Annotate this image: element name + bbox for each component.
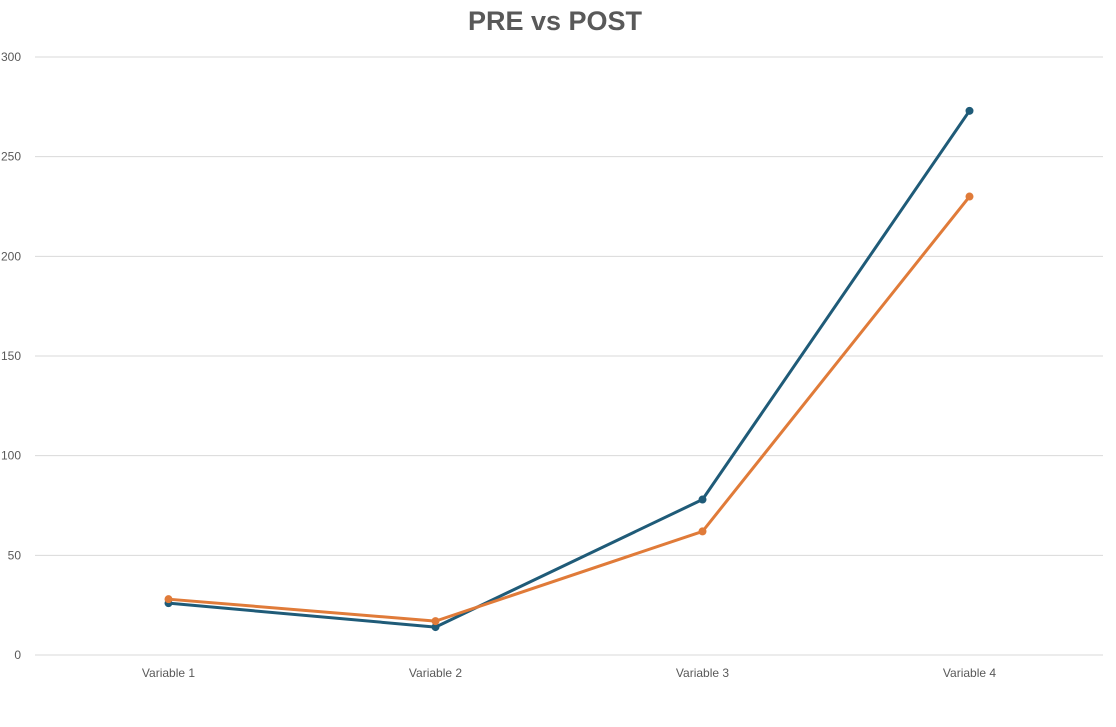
series-line (167, 109, 971, 629)
y-tick-label: 150 (1, 349, 21, 363)
y-tick-label: 200 (1, 249, 21, 263)
x-tick-label: Variable 1 (142, 666, 195, 680)
data-point (965, 192, 974, 201)
data-point (431, 623, 440, 632)
y-tick-label: 250 (1, 150, 21, 164)
series-group (164, 106, 974, 632)
x-tick-label: Variable 3 (676, 666, 729, 680)
series-line (167, 195, 971, 623)
x-tick-label: Variable 2 (409, 666, 462, 680)
data-point (431, 617, 440, 626)
y-tick-label: 300 (1, 50, 21, 64)
gridlines (35, 56, 1103, 656)
data-point (164, 595, 173, 604)
y-tick-label: 0 (14, 648, 21, 662)
x-tick-label: Variable 4 (943, 666, 996, 680)
y-axis-ticks: 0 50 100 150 200 250 300 (1, 50, 21, 662)
data-point (965, 106, 974, 115)
data-point (698, 527, 707, 536)
chart-title: PRE vs POST (468, 6, 643, 36)
y-tick-label: 50 (8, 548, 22, 562)
data-point (698, 495, 707, 504)
x-axis-ticks: Variable 1 Variable 2 Variable 3 Variable 4 (142, 666, 996, 680)
y-tick-label: 100 (1, 449, 21, 463)
series-2 (164, 192, 974, 626)
series-1 (164, 106, 974, 632)
